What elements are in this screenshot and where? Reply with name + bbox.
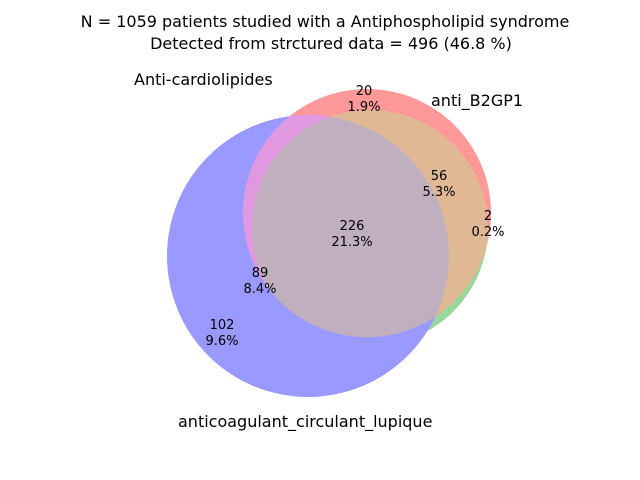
- region-label-cardio-b2gp1: 56 5.3%: [422, 169, 455, 200]
- region-percent: 9.6%: [205, 334, 238, 349]
- region-count: 56: [431, 169, 448, 184]
- region-percent: 8.4%: [243, 282, 276, 297]
- title-line-2: Detected from strctured data = 496 (46.8…: [150, 34, 512, 53]
- region-count: 2: [484, 209, 492, 224]
- region-count: 89: [252, 266, 269, 281]
- region-label-lupus-only: 102 9.6%: [205, 318, 238, 349]
- region-percent: 21.3%: [331, 235, 372, 250]
- region-count: 102: [210, 318, 235, 333]
- region-label-cardio-only: 20 1.9%: [347, 84, 380, 115]
- region-percent: 5.3%: [422, 185, 455, 200]
- region-label-b2gp1-only: 2 0.2%: [471, 209, 504, 240]
- region-count: 226: [340, 219, 365, 234]
- region-percent: 0.2%: [471, 225, 504, 240]
- region-label-all-three: 226 21.3%: [331, 219, 372, 250]
- title-line-1: N = 1059 patients studied with a Antipho…: [81, 12, 570, 31]
- region-label-cardio-lupus: 89 8.4%: [243, 266, 276, 297]
- anti-cardiolipides-label: Anti-cardiolipides: [134, 70, 273, 89]
- region-percent: 1.9%: [347, 100, 380, 115]
- anti-b2gp1-label: anti_B2GP1: [431, 91, 523, 111]
- all-three-overlap: [252, 115, 449, 337]
- lupus-anticoagulant-label: anticoagulant_circulant_lupique: [178, 412, 432, 432]
- region-count: 20: [356, 84, 373, 99]
